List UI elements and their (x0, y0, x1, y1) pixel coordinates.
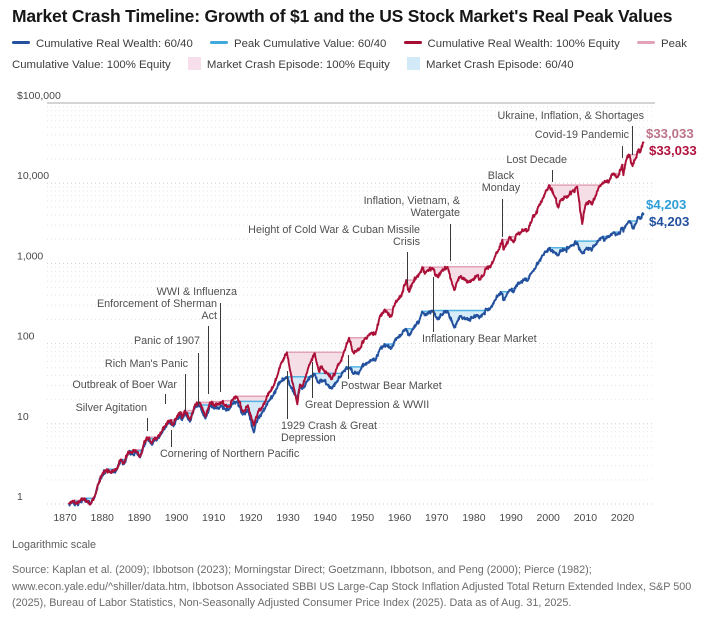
legend-item-peak-equity: Peak Cumulative Value: 100% Equity (12, 38, 687, 71)
annotation-enforcement-of-sherman-act: Enforcement of Sherman Act (96, 298, 217, 322)
legend-item-crash-equity: Market Crash Episode: 100% Equity (187, 57, 390, 71)
equity-end-value: $33,033 (649, 143, 697, 158)
y-axis-label: 10,000 (17, 170, 49, 182)
annotation-outbreak-of-boer-war: Outbreak of Boer War (72, 379, 177, 391)
y-axis-label: $100,000 (17, 90, 61, 102)
annotation-tick-rich-mans-panic (185, 374, 186, 411)
annotation-tick-outbreak-of-boer-war (165, 394, 166, 404)
annotation-tick-ukraine-inflation-shortages (632, 126, 633, 155)
legend-item-crash-6040: Market Crash Episode: 60/40 (407, 57, 574, 71)
annotation-inflationary-bear-market: Inflationary Bear Market (422, 333, 537, 345)
x-axis-label: 2000 (537, 512, 561, 524)
crash-episode-fill-60-40 (68, 213, 644, 506)
annotation-tick-1929-crash-great-depression (287, 371, 288, 419)
6040-end-value: $4,203 (649, 214, 690, 229)
x-axis-label: 1980 (462, 512, 486, 524)
legend-item-wealth-6040: Cumulative Real Wealth: 60/40 (12, 38, 193, 50)
line-swatch-icon (636, 41, 655, 45)
annotation-tick-lost-decade (552, 170, 553, 182)
legend-label: Market Crash Episode: 60/40 (426, 59, 574, 71)
legend-label: Cumulative Real Wealth: 100% Equity (427, 38, 620, 50)
legend-item-wealth-equity: Cumulative Real Wealth: 100% Equity (403, 38, 620, 50)
annotation-silver-agitation: Silver Agitation (75, 402, 147, 414)
y-axis-label: 1 (17, 491, 23, 503)
annotation-rich-mans-panic: Rich Man's Panic (104, 358, 188, 370)
annotation-tick-black-monday (502, 199, 503, 237)
y-axis-label: 100 (17, 331, 35, 343)
x-axis-label: 1930 (276, 512, 300, 524)
legend-label: Market Crash Episode: 100% Equity (206, 59, 390, 71)
peak-equity-end-value: $33,033 (646, 126, 694, 141)
legend-label: Cumulative Real Wealth: 60/40 (36, 38, 193, 50)
x-axis-label: 1990 (499, 512, 523, 524)
annotation-tick-cornering-of-northern-pacific (171, 430, 172, 447)
x-axis-label: 1960 (388, 512, 412, 524)
legend-label: Peak Cumulative Value: 100% Equity (12, 38, 687, 71)
annotation-panic-of-1907: Panic of 1907 (133, 335, 200, 347)
annotation-postwar-bear-market: Postwar Bear Market (341, 380, 442, 392)
annotation-cold-war-cuban-missile-crisis: Height of Cold War & Cuban Missile Crisis (248, 224, 420, 248)
area-swatch-icon (407, 57, 421, 71)
annotation-tick-inflation-vietnam-watergate (450, 224, 451, 261)
peak-6040-end-value: $4,203 (646, 197, 687, 212)
annotation-tick-covid-19-pandemic (622, 146, 623, 158)
x-axis-label: 2020 (611, 512, 635, 524)
annotation-tick-great-depression-wwii (312, 362, 313, 398)
x-axis-label: 1870 (53, 512, 77, 524)
annotation-tick-inflationary-bear-market (433, 277, 434, 332)
annotation-ukraine-inflation-shortages: Ukraine, Inflation, & Shortages (497, 110, 644, 122)
x-axis-label: 1910 (202, 512, 226, 524)
y-axis-label: 1,000 (17, 250, 43, 262)
annotation-covid-19-pandemic: Covid-19 Pandemic (534, 129, 629, 141)
legend-item-peak-6040: Peak Cumulative Value: 60/40 (209, 38, 387, 50)
annotation-tick-panic-of-1907 (198, 353, 199, 405)
line-swatch-icon (403, 41, 422, 45)
annotation-tick-cold-war-cuban-missile-crisis (407, 252, 408, 283)
series-group (67, 141, 645, 507)
annotation-tick-wwi-influenza (220, 303, 221, 392)
annotation-lost-decade: Lost Decade (506, 154, 567, 166)
area-swatch-icon (187, 57, 201, 71)
x-axis-label: 1950 (351, 512, 375, 524)
page-title: Market Crash Timeline: Growth of $1 and … (12, 6, 673, 26)
x-axis-label: 1940 (314, 512, 338, 524)
x-axis-label: 2010 (574, 512, 598, 524)
annotation-tick-silver-agitation (147, 418, 148, 431)
wealth-line-equity (67, 141, 645, 506)
scale-footnote: Logarithmic scale (12, 539, 97, 551)
x-axis-label: 1890 (128, 512, 152, 524)
axis-labels: $100,000 10,000 1,000 100 10 1 1870 1880 1890 190… (17, 90, 634, 524)
annotation-1929-crash-great-depression: 1929 Crash & Great Depression (281, 420, 378, 444)
annotation-black-monday: Black Monday (481, 170, 521, 194)
x-axis-label: 1920 (239, 512, 263, 524)
line-swatch-icon (12, 41, 30, 45)
x-axis-label: 1970 (425, 512, 449, 524)
annotation-cornering-of-northern-pacific: Cornering of Northern Pacific (160, 448, 300, 460)
y-axis-label: 10 (17, 411, 29, 423)
source-text: Source: Kaplan et al. (2009); Ibbotson (… (12, 564, 692, 609)
annotation-wwi-influenza: WWI & Influenza (156, 286, 237, 298)
crash-episode-fill-equity (68, 141, 644, 505)
legend-label: Peak Cumulative Value: 60/40 (233, 38, 387, 50)
chart-legend: Cumulative Real Wealth: 60/40 Peak Cumul… (12, 34, 709, 76)
annotation-inflation-vietnam-watergate: Inflation, Vietnam, & Watergate (363, 195, 460, 219)
x-axis-label: 1900 (165, 512, 189, 524)
annotation-great-depression-wwii: Great Depression & WWII (305, 399, 430, 411)
annotation-tick-enforcement-of-sherman-act (208, 326, 209, 394)
annotation-tick-postwar-bear-market (348, 355, 349, 379)
x-axis-label: 1880 (91, 512, 115, 524)
line-swatch-icon (209, 41, 228, 45)
